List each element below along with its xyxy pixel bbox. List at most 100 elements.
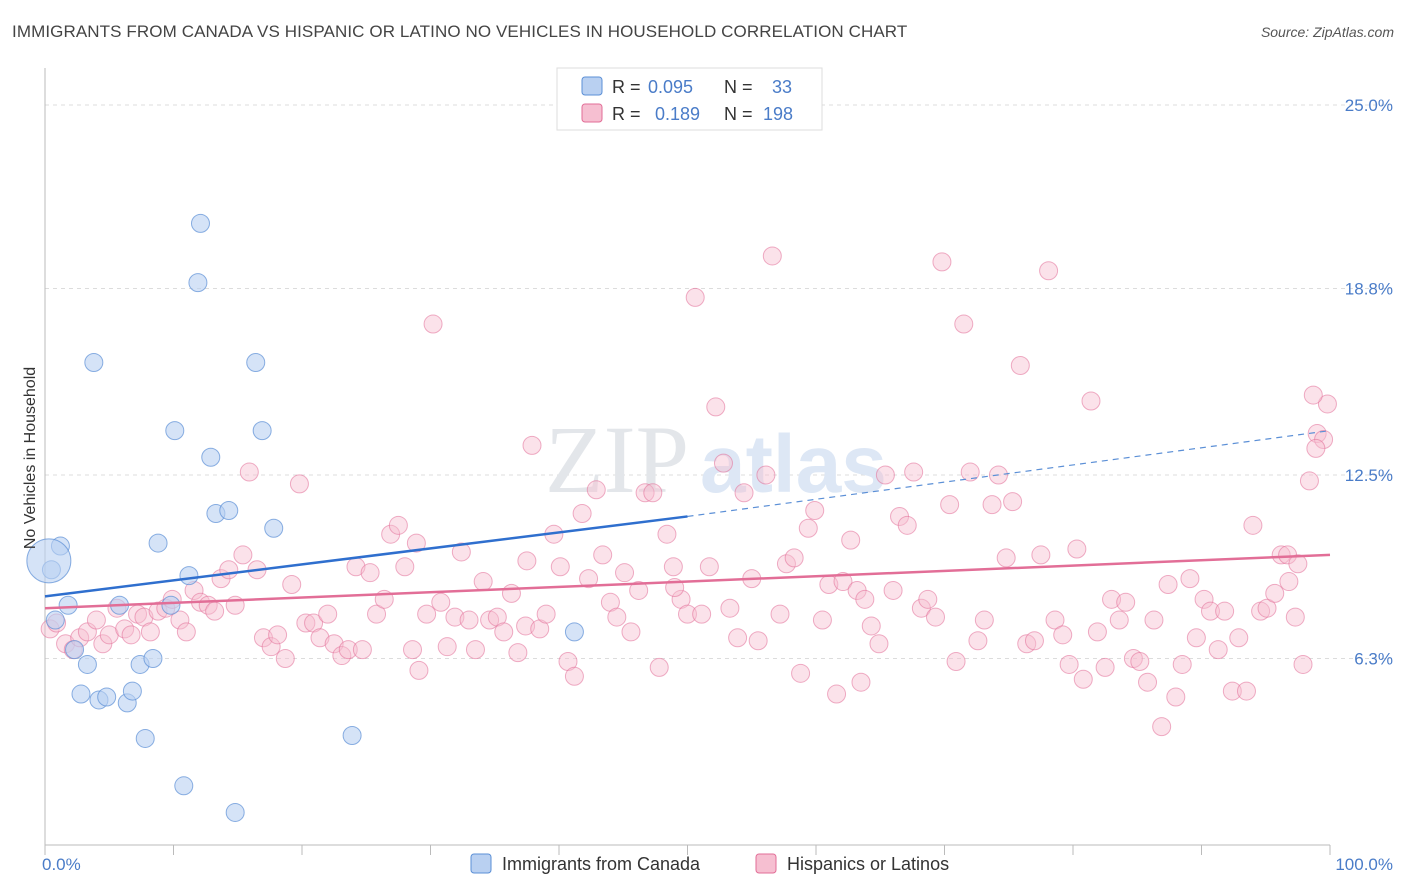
- bottom-legend-swatch-canada: [470, 853, 492, 874]
- bottom-legend: Immigrants from Canada Hispanics or Lati…: [470, 853, 949, 874]
- point-hispanics: [1306, 438, 1326, 458]
- point-hispanics: [607, 607, 627, 627]
- point-hispanics: [1138, 672, 1158, 692]
- point-hispanics: [367, 604, 387, 624]
- point-hispanics: [1200, 601, 1220, 621]
- point-hispanics: [437, 637, 457, 657]
- point-hispanics: [1271, 545, 1291, 565]
- point-canada: [564, 622, 584, 642]
- point-hispanics: [517, 551, 537, 571]
- point-hispanics: [776, 554, 796, 574]
- y-tick-label: 25.0%: [1345, 96, 1393, 115]
- point-hispanics: [855, 589, 875, 609]
- point-hispanics: [1024, 631, 1044, 651]
- point-canada: [264, 518, 284, 538]
- point-hispanics: [423, 314, 443, 334]
- point-hispanics: [1102, 589, 1122, 609]
- point-hispanics: [1215, 601, 1235, 621]
- point-hispanics: [233, 545, 253, 565]
- point-hispanics: [1299, 471, 1319, 491]
- point-hispanics: [1017, 634, 1037, 654]
- point-canada: [58, 595, 78, 615]
- point-hispanics: [756, 465, 776, 485]
- point-hispanics: [1081, 391, 1101, 411]
- point-hispanics: [954, 314, 974, 334]
- point-hispanics: [1303, 385, 1323, 405]
- point-hispanics: [904, 462, 924, 482]
- point-hispanics: [833, 572, 853, 592]
- trend-lines: [44, 430, 1331, 610]
- point-hispanics: [176, 622, 196, 642]
- point-hispanics: [536, 604, 556, 624]
- point-hispanics: [239, 462, 259, 482]
- point-hispanics: [1317, 394, 1337, 414]
- point-hispanics: [643, 483, 663, 503]
- point-canada: [143, 649, 163, 669]
- point-canada: [161, 595, 181, 615]
- point-hispanics: [678, 604, 697, 624]
- point-hispanics: [960, 462, 980, 482]
- x-tick-label-max: 100.0%: [1335, 855, 1393, 874]
- point-hispanics: [593, 545, 613, 565]
- point-hispanics: [261, 637, 281, 657]
- point-hispanics: [1180, 569, 1200, 589]
- trend-line-canada-extension: [687, 430, 1331, 518]
- legend-n-value-hispanics: 198: [763, 104, 793, 124]
- point-hispanics: [748, 631, 768, 651]
- point-hispanics: [1194, 589, 1214, 609]
- point-hispanics: [1243, 515, 1263, 535]
- point-hispanics: [968, 631, 988, 651]
- point-hispanics: [635, 483, 655, 503]
- point-hispanics: [1279, 572, 1299, 592]
- point-hispanics: [918, 589, 938, 609]
- point-hispanics: [409, 660, 429, 680]
- point-hispanics: [1144, 610, 1164, 630]
- point-hispanics: [1186, 628, 1206, 648]
- point-hispanics: [926, 607, 946, 627]
- y-tick-labels: 6.3% 12.5% 18.8% 25.0%: [1345, 96, 1393, 669]
- point-hispanics: [219, 560, 239, 580]
- point-hispanics: [629, 580, 649, 600]
- point-hispanics: [268, 625, 288, 645]
- point-hispanics: [564, 666, 584, 686]
- point-hispanics: [1236, 681, 1256, 701]
- point-hispanics: [282, 575, 302, 595]
- point-hispanics: [883, 580, 903, 600]
- watermark-atlas: atlas: [700, 419, 887, 510]
- point-hispanics: [851, 672, 871, 692]
- point-hispanics: [621, 622, 641, 642]
- point-hispanics: [1067, 539, 1087, 559]
- point-hispanics: [403, 640, 423, 660]
- point-hispanics: [1208, 640, 1228, 660]
- y-tick-label: 18.8%: [1345, 280, 1393, 299]
- point-hispanics: [417, 604, 437, 624]
- point-hispanics: [615, 563, 635, 583]
- point-canada: [219, 501, 239, 521]
- bottom-legend-swatch-hispanics: [755, 853, 777, 874]
- point-canada: [252, 421, 272, 441]
- point-hispanics: [465, 640, 485, 660]
- trend-line-hispanics: [44, 553, 1331, 610]
- trend-line-canada: [44, 515, 688, 598]
- point-hispanics: [445, 607, 465, 627]
- point-hispanics: [388, 515, 408, 535]
- point-hispanics: [770, 604, 790, 624]
- point-hispanics: [791, 663, 811, 683]
- point-hispanics: [516, 616, 536, 636]
- point-hispanics: [170, 610, 190, 630]
- point-hispanics: [663, 557, 683, 577]
- watermark: ZIP atlas: [545, 406, 887, 513]
- point-canada: [97, 687, 117, 707]
- point-canada: [71, 684, 91, 704]
- point-canada: [122, 681, 142, 701]
- legend-swatch-canada: [581, 76, 603, 96]
- point-hispanics: [352, 640, 372, 660]
- point-hispanics: [784, 548, 804, 568]
- point-hispanics: [494, 622, 514, 642]
- legend-swatch-hispanics: [581, 103, 603, 123]
- point-hispanics: [734, 483, 754, 503]
- point-canada: [174, 776, 194, 796]
- point-hispanics: [338, 640, 358, 660]
- point-hispanics: [121, 625, 141, 645]
- watermark-zip: ZIP: [545, 406, 689, 513]
